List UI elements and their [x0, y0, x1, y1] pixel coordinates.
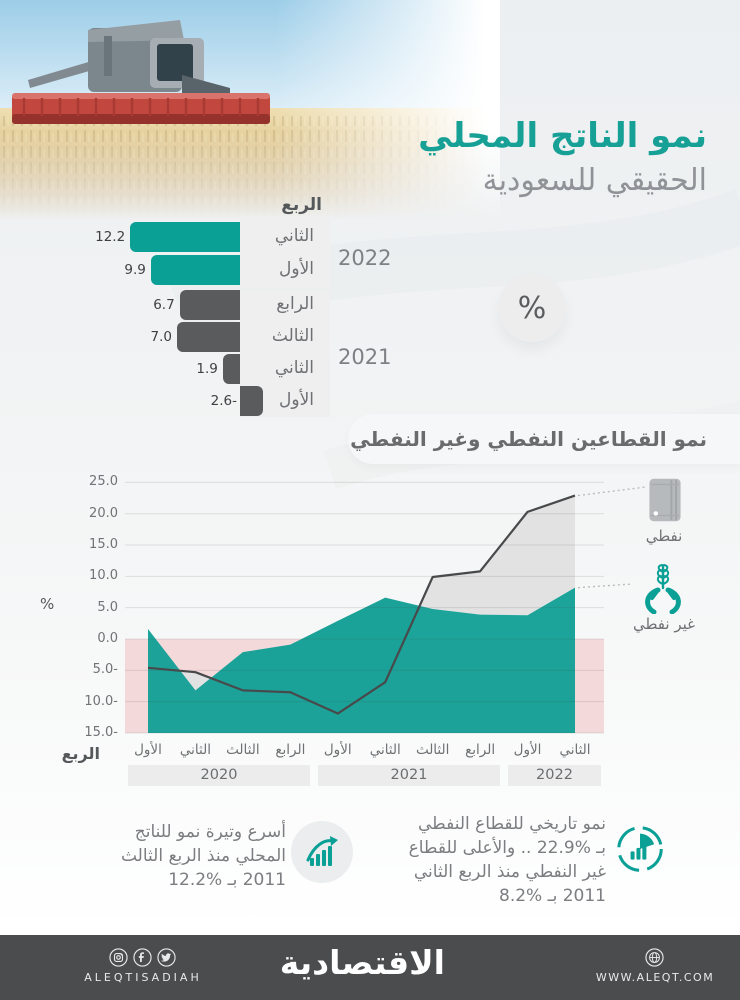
- bar-value-label: 7.0: [150, 329, 172, 345]
- bar-2021-q2: [179, 290, 240, 320]
- y-tick-label: 15.0: [89, 537, 118, 553]
- page-subtitle: الحقيقي للسعودية: [482, 163, 707, 198]
- gdp-note-line: أسرع وتيرة نمو للناتج: [134, 822, 286, 842]
- sector-note-line: 2011 بـ %8.2: [499, 886, 606, 906]
- year-band-2022: 2022: [508, 765, 601, 786]
- non-oil-leader-dots: [577, 583, 633, 589]
- sector-note: نمو تاريخي للقطاع النفطي بـ %22.9 .. وال…: [380, 812, 606, 908]
- instagram-icon[interactable]: [109, 948, 128, 967]
- y-tick-label: 5.0-: [92, 662, 118, 678]
- bar-chart-header: الربع: [281, 195, 322, 215]
- sector-growth-icon: [617, 826, 663, 872]
- sector-note-line: غير النفطي منذ الربع الثاني: [413, 862, 606, 882]
- sector-note-line: نمو تاريخي للقطاع النفطي: [418, 814, 606, 834]
- x-tick-label: الأول: [134, 742, 162, 758]
- bar-2022-q1: [150, 255, 240, 285]
- bar-2022-q0: [130, 222, 240, 252]
- wheat-hands-icon: [645, 564, 681, 614]
- non-oil-area-fill: [148, 587, 575, 733]
- bar-2021-q5: [240, 386, 264, 416]
- x-tick-label: الرابع: [275, 742, 306, 758]
- y-tick-label: 5.0: [97, 599, 118, 615]
- percent-unit-badge: %: [498, 274, 566, 342]
- percent-symbol: %: [517, 290, 547, 326]
- bar-year-2022: 2022: [338, 246, 392, 270]
- legend-oil-label: نفطي: [645, 527, 683, 545]
- bar-value-label: 6.7: [153, 297, 175, 313]
- gdp-note-line: المحلي منذ الربع الثالث: [120, 846, 286, 866]
- oil-leader-dots: [577, 486, 647, 497]
- bar-quarter-label: الثاني: [274, 358, 314, 378]
- gdp-note-line: 2011 بـ %12.2: [168, 870, 286, 890]
- bar-quarter-label: الثاني: [274, 226, 314, 246]
- year-band-2021: 2021: [318, 765, 500, 786]
- gdp-note-icon-circle: [291, 821, 353, 883]
- x-tick-label: الثالث: [226, 742, 260, 758]
- facebook-icon[interactable]: [133, 948, 152, 967]
- bar-2021-q4: [222, 354, 240, 384]
- footer-website-url[interactable]: WWW.ALEQT.COM: [595, 971, 715, 984]
- footer-social-handle[interactable]: ALEQTISADIAH: [84, 971, 202, 984]
- x-axis-title: الربع: [61, 744, 100, 763]
- section-title: نمو القطاعين النفطي وغير النفطي: [350, 427, 707, 451]
- x-tick-label: الثاني: [179, 742, 211, 758]
- x-tick-label: الأول: [513, 742, 542, 758]
- bar-value-label: 1.9: [196, 361, 218, 377]
- bar-quarter-panel-2022: [240, 219, 330, 288]
- twitter-icon[interactable]: [157, 948, 176, 967]
- footer-bar: [0, 935, 740, 1000]
- bar-quarter-label: الثالث: [271, 326, 314, 346]
- bar-value-label: 12.2: [95, 229, 126, 245]
- bar-value-label: 2.6-: [210, 393, 237, 409]
- x-tick-label: الثالث: [415, 742, 450, 758]
- oil-line: [147, 494, 576, 715]
- legend-non-oil-label: غير نفطي: [633, 615, 695, 633]
- x-tick-label: الثاني: [369, 742, 401, 758]
- y-tick-label: 20.0: [89, 505, 118, 521]
- bar-value-label: 9.9: [124, 262, 146, 278]
- bar-2021-q3: [177, 322, 240, 352]
- x-tick-label: الثاني: [559, 742, 591, 758]
- x-tick-label: الرابع: [465, 742, 496, 758]
- y-tick-label: 0.0: [97, 631, 118, 646]
- globe-icon: [645, 948, 664, 967]
- y-tick-label: 15.0-: [84, 724, 118, 740]
- y-tick-label: 10.0: [89, 568, 118, 584]
- gdp-note: أسرع وتيرة نمو للناتج المحلي منذ الربع ا…: [60, 820, 286, 892]
- section-title-panel: [348, 414, 740, 464]
- x-tick-label: الأول: [323, 742, 352, 758]
- publisher-logo: الاقتصادية: [279, 943, 445, 982]
- bar-quarter-label: الأول: [279, 259, 314, 279]
- sector-note-icon-circle: [611, 820, 669, 878]
- year-band-2020: 2020: [128, 765, 310, 786]
- oil-barrel-icon: [649, 478, 681, 522]
- sector-note-line: بـ %22.9 .. والأعلى للقطاع: [408, 838, 606, 858]
- harvester-photo: [0, 0, 500, 220]
- page-title: نمو الناتج المحلي: [418, 116, 707, 156]
- growth-arrow-icon: [306, 836, 338, 866]
- bar-quarter-label: الرابع: [276, 294, 314, 314]
- y-tick-label: 25.0: [89, 474, 118, 490]
- bar-year-2021: 2021: [338, 345, 392, 369]
- y-axis-unit-label: %: [40, 595, 55, 613]
- y-tick-label: 10.0-: [84, 693, 118, 709]
- bar-quarter-label: الأول: [279, 390, 314, 410]
